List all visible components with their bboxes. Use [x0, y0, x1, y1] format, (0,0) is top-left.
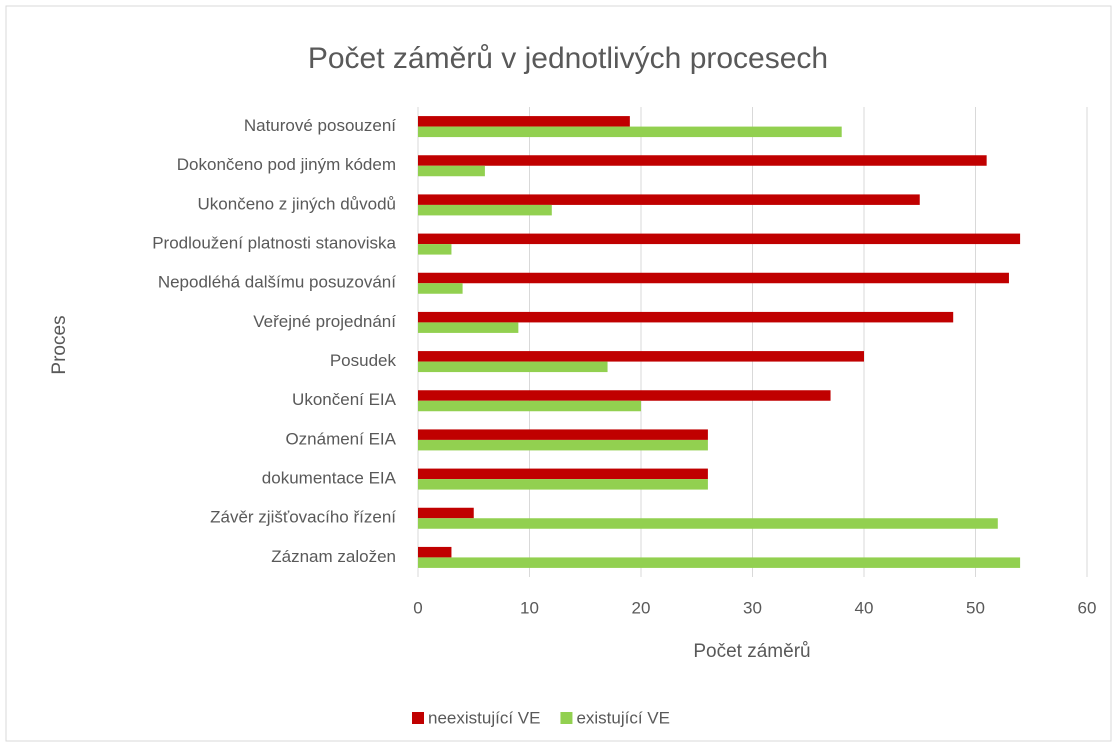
- bar: [418, 468, 708, 480]
- bar: [418, 233, 1021, 245]
- y-tick-label: Posudek: [330, 351, 397, 370]
- y-tick-label: Nepodléhá dalšímu posuzování: [158, 273, 396, 292]
- bar: [418, 390, 831, 401]
- bar: [418, 126, 842, 138]
- bar: [418, 311, 954, 323]
- bar: [418, 361, 608, 373]
- x-tick-label: 60: [1078, 598, 1097, 617]
- bar: [418, 155, 987, 166]
- legend-swatch: [412, 712, 424, 724]
- bar: [418, 507, 474, 519]
- legend-label: existující VE: [576, 708, 670, 727]
- x-tick-label: 40: [855, 598, 874, 617]
- y-tick-label: Závěr zjišťovacího řízení: [210, 508, 396, 527]
- legend-swatch: [560, 712, 573, 724]
- chart-title: Počet záměrů v jednotlivých procesech: [308, 42, 828, 75]
- bar: [418, 204, 552, 216]
- y-tick-label: Oznámení EIA: [285, 429, 396, 448]
- x-tick-label: 0: [413, 598, 422, 617]
- bar: [418, 322, 519, 333]
- y-tick-label: Prodloužení platnosti stanoviska: [152, 234, 396, 253]
- bar: [418, 429, 708, 440]
- legend-label: neexistující VE: [428, 708, 540, 727]
- bar: [418, 479, 708, 490]
- bar: [418, 116, 630, 127]
- bar: [418, 283, 463, 294]
- x-tick-label: 10: [520, 598, 539, 617]
- y-tick-label: Naturové posouzení: [244, 116, 396, 135]
- y-tick-label: dokumentace EIA: [262, 469, 397, 488]
- y-tick-label: Ukončení EIA: [292, 390, 397, 409]
- bar: [418, 546, 452, 558]
- y-axis-title: Proces: [49, 315, 70, 374]
- x-tick-label: 50: [966, 598, 985, 617]
- bar: [418, 194, 920, 205]
- bar: [418, 165, 485, 177]
- bar: [418, 244, 452, 255]
- x-tick-label: 20: [632, 598, 651, 617]
- bar: [418, 272, 1009, 284]
- bar: [418, 351, 864, 362]
- bar: [418, 439, 708, 451]
- x-tick-label: 30: [743, 598, 762, 617]
- y-tick-label: Záznam založen: [271, 547, 396, 566]
- bar: [418, 518, 998, 529]
- y-tick-label: Veřejné projednání: [253, 312, 396, 331]
- x-axis-title: Počet záměrů: [693, 641, 810, 662]
- y-tick-label: Ukončeno z jiných důvodů: [198, 194, 396, 213]
- y-tick-label: Dokončeno pod jiným kódem: [177, 155, 396, 174]
- bar: [418, 400, 641, 412]
- bar: [418, 557, 1021, 568]
